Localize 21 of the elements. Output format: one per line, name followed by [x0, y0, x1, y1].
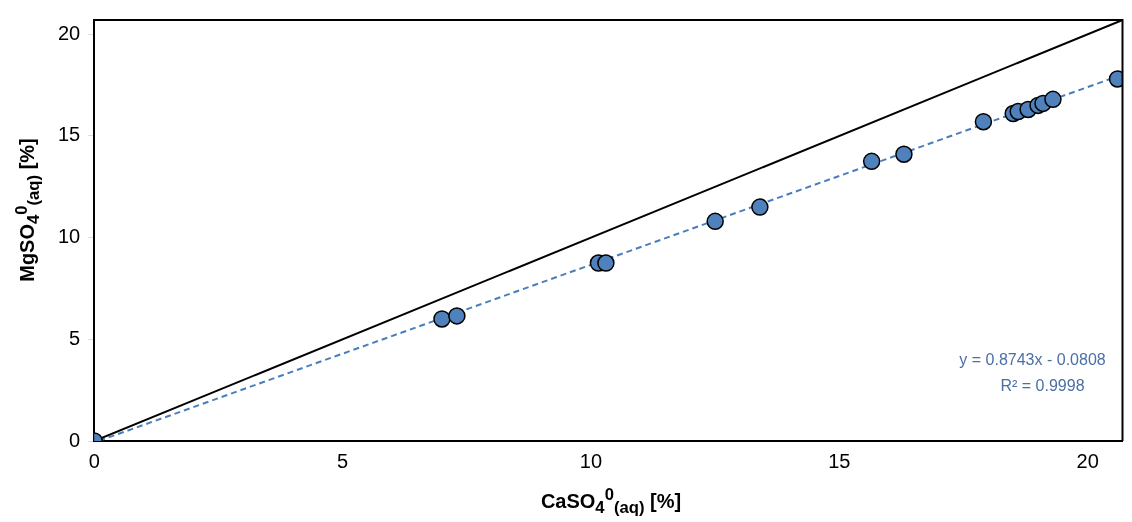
x-tick-label: 10 [579, 449, 603, 472]
annotation: R² = 0.9998 [1000, 377, 1085, 394]
point [706, 212, 724, 231]
x-tick-label: 20 [1076, 449, 1099, 472]
point [433, 310, 451, 328]
y-tick-label: 0 [69, 428, 81, 451]
x-tick-label: 5 [337, 449, 349, 472]
point [1044, 90, 1062, 109]
point [751, 198, 769, 216]
point [597, 254, 615, 272]
point [974, 112, 993, 131]
point [448, 307, 466, 325]
y-tick-label: 10 [58, 225, 81, 248]
y-tick-label: 15 [58, 123, 81, 146]
point [895, 145, 913, 163]
y-tick-label: 5 [69, 326, 81, 349]
x-tick-label: 0 [88, 449, 100, 472]
annotation: y = 0.8743x - 0.0808 [959, 351, 1106, 368]
y-tick-label: 20 [58, 21, 81, 44]
x-tick-label: 15 [828, 449, 851, 472]
point [862, 152, 881, 171]
